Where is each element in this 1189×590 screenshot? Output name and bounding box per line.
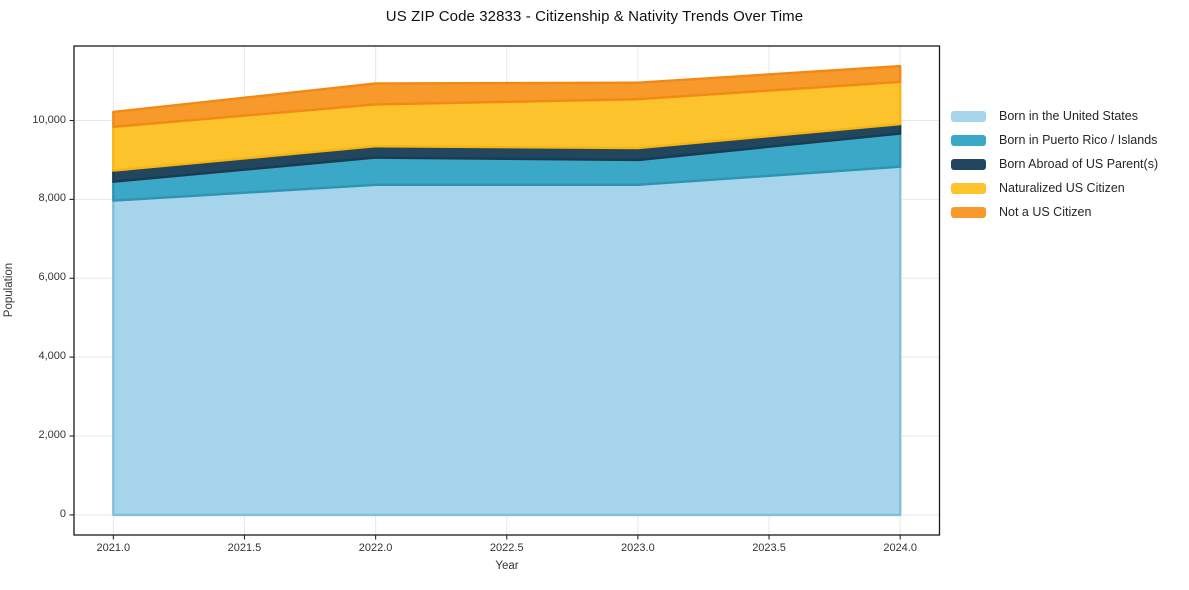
legend-swatch-icon (951, 134, 986, 146)
y-tick-label: 8,000 (38, 192, 66, 205)
x-tick-label: 2021.5 (227, 542, 262, 554)
x-tick-label: 2022.5 (489, 542, 524, 554)
x-tick-label: 2023.5 (752, 542, 786, 554)
y-tick-label: 2,000 (38, 429, 66, 442)
area-band-not-a-us-citizen (112, 64, 902, 128)
y-tick-label: 0 (59, 507, 66, 520)
legend-label: Born in the United States (999, 109, 1138, 123)
legend-item: Naturalized US Citizen (951, 176, 1158, 200)
legend-item: Born in Puerto Rico / Islands (951, 128, 1158, 152)
legend-item: Not a US Citizen (951, 200, 1158, 224)
y-tick-label: 6,000 (38, 271, 66, 284)
x-tick-label: 2022.0 (358, 542, 393, 554)
x-axis-label: Year (495, 560, 519, 572)
legend-swatch-icon (951, 206, 986, 218)
chart-title: US ZIP Code 32833 - Citizenship & Nativi… (385, 8, 804, 25)
x-tick-label: 2021.0 (96, 542, 131, 554)
legend-label: Not a US Citizen (999, 205, 1092, 219)
legend: Born in the United States Born in Puerto … (951, 104, 1158, 224)
y-axis-label: Population (3, 262, 15, 318)
x-tick-label: 2023.0 (621, 542, 655, 554)
y-tick-label: 10,000 (32, 113, 66, 126)
legend-item: Born in the United States (951, 104, 1158, 128)
legend-label: Born in Puerto Rico / Islands (999, 133, 1158, 147)
legend-swatch-icon (951, 182, 986, 194)
legend-label: Born Abroad of US Parent(s) (999, 157, 1159, 171)
area-band-born-in-the-united-states (112, 165, 902, 517)
y-tick-label: 4,000 (38, 350, 66, 363)
legend-item: Born Abroad of US Parent(s) (951, 152, 1158, 176)
legend-label: Naturalized US Citizen (999, 181, 1125, 195)
legend-swatch-icon (951, 110, 986, 122)
x-tick-label: 2024.0 (883, 542, 917, 554)
legend-swatch-icon (951, 158, 986, 170)
